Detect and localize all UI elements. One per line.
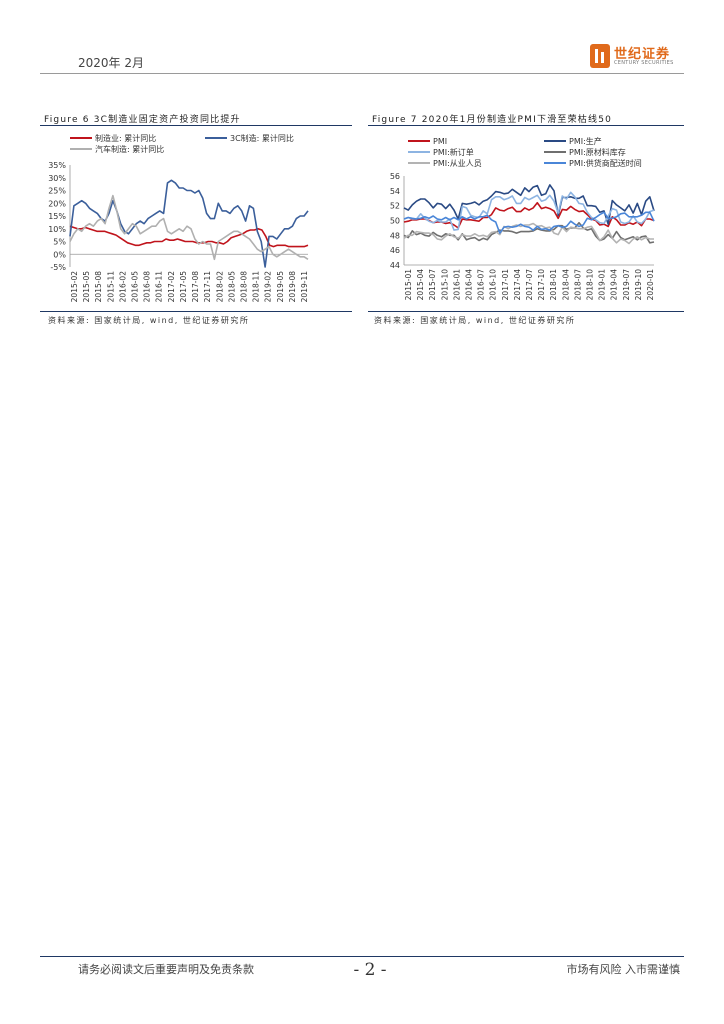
series-line-1-5 <box>403 211 655 234</box>
legend-label: PMI:从业人员 <box>433 158 482 168</box>
x-tick-label: 2018-02 <box>215 271 224 303</box>
x-tick-label: 2016-10 <box>489 269 498 301</box>
y-tick-label: 5% <box>53 238 66 247</box>
x-tick-label: 2019-02 <box>264 271 273 303</box>
x-tick-label: 2015-10 <box>440 269 449 301</box>
logo-icon <box>590 44 610 68</box>
figure-7-top-rule <box>368 125 684 126</box>
x-tick-label: 2018-08 <box>239 271 248 303</box>
x-tick-label: 2015-11 <box>106 271 115 303</box>
x-tick-label: 2018-01 <box>549 269 558 301</box>
x-tick-label: 2019-05 <box>276 271 285 303</box>
series-line-0-2 <box>69 194 309 261</box>
legend-label: 3C制造: 累计同比 <box>230 133 294 143</box>
legend-label: PMI:原材料库存 <box>569 147 626 157</box>
figure-6-source: 资料来源: 国家统计局, wind, 世纪证券研究所 <box>48 316 250 325</box>
x-tick-label: 2017-04 <box>513 269 522 301</box>
x-tick-label: 2020-01 <box>646 269 655 301</box>
figure-6-top-rule <box>40 125 352 126</box>
series-line-1-2 <box>403 191 655 231</box>
figure-6-bottom-rule <box>40 311 352 312</box>
page-number: - 2 - <box>353 960 387 980</box>
series-line-1-1 <box>403 184 655 225</box>
legend-label: PMI:生产 <box>569 136 602 146</box>
x-tick-label: 2015-02 <box>70 271 79 303</box>
x-tick-label: 2018-05 <box>227 271 236 303</box>
x-tick-label: 2017-02 <box>167 271 176 303</box>
figure-6-title: Figure 6 3C制造业固定资产投资同比提升 <box>44 115 241 125</box>
x-tick-label: 2016-11 <box>155 271 164 303</box>
x-tick-label: 2015-01 <box>404 269 413 301</box>
x-tick-label: 2016-04 <box>465 269 474 301</box>
logo-name-en: CENTURY SECURITIES <box>614 60 674 66</box>
y-tick-label: -5% <box>50 263 66 272</box>
x-tick-label: 2019-07 <box>622 269 631 301</box>
series-line-1-0 <box>403 201 655 229</box>
x-tick-label: 2016-05 <box>131 271 140 303</box>
y-tick-label: 0% <box>53 250 66 259</box>
x-tick-label: 2019-01 <box>598 269 607 301</box>
figure-7-source: 资料来源: 国家统计局, wind, 世纪证券研究所 <box>374 316 576 325</box>
y-tick-label: 30% <box>48 174 66 183</box>
footer-disclaimer: 请务必阅读文后重要声明及免责条款 <box>78 963 254 976</box>
y-tick-label: 48 <box>390 231 400 240</box>
y-tick-label: 10% <box>48 225 66 234</box>
x-tick-label: 2017-11 <box>203 271 212 303</box>
legend-label: 制造业: 累计同比 <box>95 133 156 143</box>
y-tick-label: 20% <box>48 199 66 208</box>
x-tick-label: 2017-05 <box>179 271 188 303</box>
y-tick-label: 50 <box>390 217 400 226</box>
y-tick-label: 25% <box>48 187 66 196</box>
x-tick-label: 2018-04 <box>561 269 570 301</box>
y-tick-label: 54 <box>390 187 400 196</box>
x-tick-label: 2015-05 <box>82 271 91 303</box>
figure-7-bottom-rule <box>368 311 684 312</box>
legend-label: PMI <box>433 137 447 146</box>
x-tick-label: 2017-10 <box>537 269 546 301</box>
figure-7-title: Figure 7 2020年1月份制造业PMI下滑至荣枯线50 <box>372 115 613 125</box>
legend-label: PMI:新订单 <box>433 147 474 157</box>
y-tick-label: 52 <box>390 202 400 211</box>
x-tick-label: 2016-01 <box>452 269 461 301</box>
figure-6-chart: -5%0%5%10%15%20%25%30%35%2015-02 2015-05 2… <box>48 133 309 303</box>
x-tick-label: 2019-04 <box>610 269 619 301</box>
footer-divider <box>40 956 684 957</box>
x-tick-label: 2015-07 <box>428 269 437 301</box>
x-tick-label: 2016-08 <box>143 271 152 303</box>
series-line-1-4 <box>403 222 654 245</box>
y-tick-label: 35% <box>48 161 66 170</box>
x-tick-label: 2018-07 <box>573 269 582 301</box>
report-date: 2020年 2月 <box>78 56 144 70</box>
company-logo: 世纪证券 CENTURY SECURITIES <box>590 42 680 70</box>
logo-name-cn: 世纪证券 <box>614 47 671 62</box>
x-tick-label: 2015-04 <box>416 269 425 301</box>
figure-7-chart: 44 46 48 50 52 54 56 2015-01 2015-04 2015-07 2015-… <box>390 136 655 301</box>
x-tick-label: 2019-08 <box>288 271 297 303</box>
y-tick-label: 44 <box>390 261 400 270</box>
x-tick-label: 2018-11 <box>252 271 261 303</box>
x-tick-label: 2017-08 <box>191 271 200 303</box>
x-tick-label: 2016-07 <box>477 269 486 301</box>
legend-label: 汽车制造: 累计同比 <box>95 144 164 154</box>
x-tick-label: 2018-10 <box>586 269 595 301</box>
x-tick-label: 2019-11 <box>300 271 309 303</box>
x-tick-label: 2015-08 <box>94 271 103 303</box>
x-tick-label: 2016-02 <box>118 271 127 303</box>
legend-label: PMI:供货商配送时间 <box>569 158 642 168</box>
y-tick-label: 15% <box>48 212 66 221</box>
x-tick-label: 2017-07 <box>525 269 534 301</box>
series-line-0-1 <box>69 179 309 268</box>
header-divider <box>40 73 684 74</box>
footer-risk-warning: 市场有风险 入市需谨慎 <box>566 963 681 976</box>
y-tick-label: 56 <box>390 172 400 181</box>
y-tick-label: 46 <box>390 246 400 255</box>
x-tick-label: 2017-01 <box>501 269 510 301</box>
x-tick-label: 2019-10 <box>634 269 643 301</box>
